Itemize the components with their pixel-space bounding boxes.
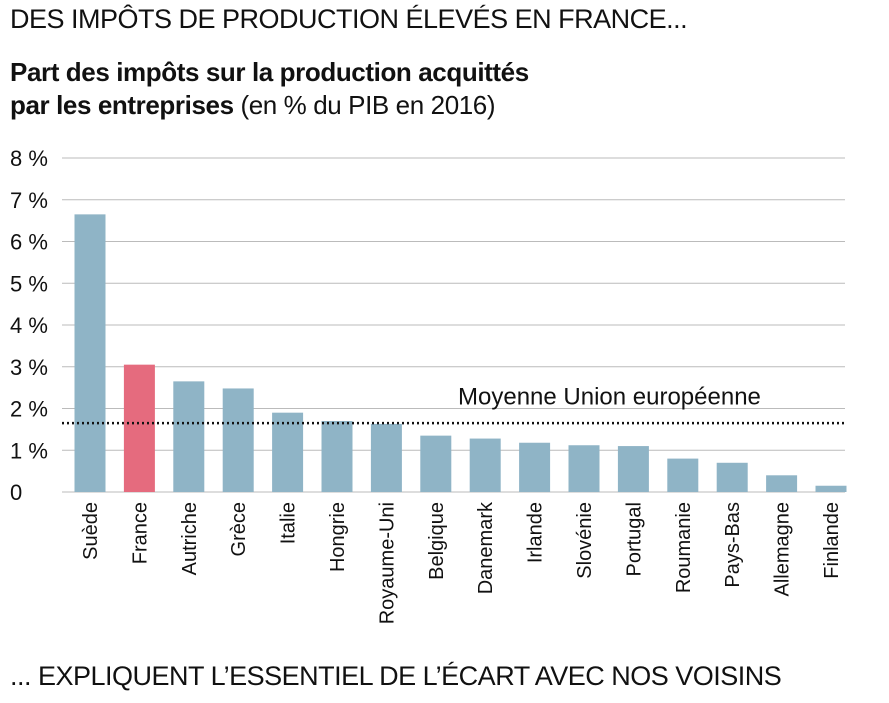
y-tick-label: 4 % <box>10 313 48 338</box>
bar-su-de <box>74 214 106 493</box>
y-tick-label: 6 % <box>10 230 48 255</box>
bar-irlande <box>519 442 551 492</box>
y-axis-ticks: 0 1 % 2 % 3 % 4 % 5 % 6 % 7 % 8 % <box>10 146 48 505</box>
bar-pays-bas <box>716 462 748 492</box>
top-heading: DES IMPÔTS DE PRODUCTION ÉLEVÉS EN FRANC… <box>10 4 688 34</box>
x-category-label: France <box>129 502 151 564</box>
x-category-label: Autriche <box>179 502 201 575</box>
x-category-label: Danemark <box>475 501 497 594</box>
x-category-label: Pays-Bas <box>722 502 744 588</box>
y-tick-label: 5 % <box>10 271 48 296</box>
bars <box>74 214 847 493</box>
x-category-label: Roumanie <box>673 502 695 593</box>
chart-title-line1: Part des impôts sur la production acquit… <box>10 57 529 87</box>
bar-belgique <box>420 435 452 492</box>
bar-slov-nie <box>568 445 600 492</box>
bar-roumanie <box>667 458 699 492</box>
bar-finlande <box>815 485 847 492</box>
y-tick-label: 2 % <box>10 397 48 422</box>
x-axis-labels: Suède France Autriche Grèce Italie Hongrie Roy… <box>80 501 843 624</box>
x-category-label: Belgique <box>426 502 448 580</box>
bar-portugal <box>617 446 649 492</box>
y-tick-label: 3 % <box>10 355 48 380</box>
y-tick-label: 7 % <box>10 188 48 213</box>
x-category-label: Finlande <box>821 502 843 579</box>
y-tick-label: 0 <box>10 480 22 505</box>
eu-average-line: Moyenne Union européenne <box>62 383 845 425</box>
bar-gr-ce <box>222 388 254 492</box>
x-category-label: Italie <box>278 502 300 544</box>
x-category-label: Irlande <box>525 502 547 563</box>
y-tick-label: 8 % <box>10 146 48 171</box>
bottom-heading: ... EXPLIQUENT L’ESSENTIEL DE L’ÉCART AV… <box>10 661 782 691</box>
x-category-label: Slovénie <box>574 502 596 579</box>
x-category-label: Suède <box>80 502 102 560</box>
x-category-label: Royaume-Uni <box>376 502 398 624</box>
chart-title-line2: par les entreprises <box>10 90 234 120</box>
chart-title-unit: (en % du PIB en 2016) <box>240 90 496 120</box>
bar-italie <box>272 412 304 492</box>
bar-allemagne <box>766 475 798 492</box>
bar-hongrie <box>321 421 353 492</box>
bar-danemark <box>469 438 501 492</box>
x-category-label: Hongrie <box>327 502 349 572</box>
x-category-label: Portugal <box>623 502 645 577</box>
bar-france <box>123 364 155 492</box>
x-category-label: Grèce <box>228 502 250 556</box>
bar-autriche <box>173 381 205 492</box>
eu-average-label: Moyenne Union européenne <box>458 383 761 410</box>
chart-title: Part des impôts sur la production acquit… <box>10 56 529 122</box>
bar-royaume-uni <box>370 423 402 492</box>
x-category-label: Allemagne <box>772 502 794 597</box>
y-tick-label: 1 % <box>10 438 48 463</box>
